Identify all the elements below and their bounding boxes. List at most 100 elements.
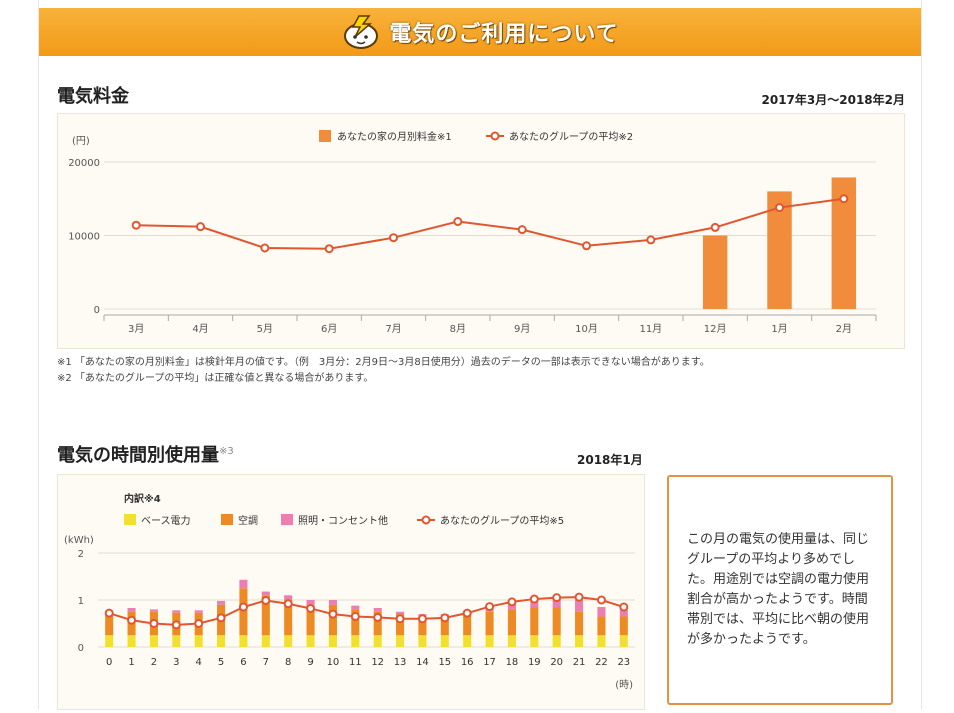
x-tick-label: 3 (173, 657, 179, 668)
x-tick-label: 3月 (128, 323, 144, 335)
legend-line-marker (421, 515, 431, 525)
monthly-bill-chart: (円) 20000 10000 0 3月 4月 5月 6月 7月 8月 9月 10月 11月 12月 1月 2… (68, 130, 877, 335)
usage-bar-segment (217, 635, 226, 647)
usage-bar-segment (440, 635, 449, 647)
group-average-point (646, 235, 656, 245)
monthly-note-1: ※1 「あなたの家の月別料金」は検針年月の値です。（例 3月分：2月9日〜3月8… (57, 357, 710, 368)
x-tick-label: 15 (438, 657, 451, 668)
group-average-point (127, 615, 137, 625)
legend-label: 照明・コンセント他 (298, 514, 388, 527)
usage-bar-segment (194, 610, 203, 613)
group-average-point (453, 217, 463, 227)
usage-bar-segment (306, 600, 315, 605)
x-tick-label: 10 (327, 657, 340, 668)
x-tick-label: 22 (595, 657, 608, 668)
y-tick-label: 2 (78, 549, 84, 560)
group-average-point (619, 602, 629, 612)
group-average-point (171, 620, 181, 630)
x-tick-label: 5 (218, 657, 224, 668)
x-tick-label: 4 (196, 657, 202, 668)
usage-bar-segment (351, 605, 360, 610)
group-average-point (596, 595, 606, 605)
usage-bar-segment (440, 616, 449, 636)
usage-bar-segment (373, 611, 382, 636)
usage-bar-segment (284, 595, 293, 600)
legend-line-label: あなたのグループの平均※2 (509, 130, 633, 143)
group-average-point (775, 203, 784, 213)
usage-bar-segment (239, 579, 248, 589)
usage-bar-segment (284, 635, 293, 647)
usage-bar-segment (575, 600, 584, 612)
group-average-point (529, 594, 539, 604)
group-average-point (582, 241, 591, 251)
group-average-point (417, 614, 427, 624)
legend-swatch (221, 514, 233, 525)
usage-bar-segment (239, 588, 248, 636)
monthly-note-2: ※2 「あなたのグループの平均」は正確な値と異なる場合があります。 (57, 373, 374, 384)
breakdown-label: 内訳※4 (124, 492, 161, 505)
usage-bar-segment (105, 614, 114, 636)
usage-bar-segment (373, 607, 382, 612)
usage-bar-segment (351, 609, 360, 636)
usage-bar-segment (328, 635, 337, 647)
usage-bar-segment (127, 635, 136, 647)
group-average-point (196, 222, 205, 232)
usage-bar-segment (328, 600, 337, 605)
usage-commentary-box: この月の電気の使用量は、同じグループの平均より多めでした。用途別では空調の電力使… (667, 475, 893, 705)
hourly-title-text: 電気の時間別使用量 (57, 445, 219, 466)
usage-bar-segment (261, 591, 270, 596)
group-average-line (136, 197, 844, 250)
hourly-period: 2018年1月 (577, 453, 643, 467)
x-tick-label: 19 (528, 657, 541, 668)
x-tick-label: 11月 (639, 323, 662, 335)
group-average-point (552, 593, 562, 603)
x-tick-label: 21 (573, 657, 586, 668)
x-tick-label: 1月 (771, 323, 787, 335)
y-tick-label: 20000 (68, 158, 100, 169)
usage-bar-segment (530, 635, 539, 647)
y-tick-label: 1 (78, 596, 84, 607)
group-average-point (373, 612, 383, 622)
group-average-point (839, 194, 849, 204)
hourly-chart-title: 電気の時間別使用量※3 (57, 441, 234, 467)
y-axis-label: (kWh) (64, 535, 94, 546)
monthly-bill-bar (702, 235, 728, 309)
group-average-line (108, 596, 625, 626)
group-average-point (517, 225, 527, 235)
group-average-point (389, 233, 398, 243)
page: 電気のご利用について 電気料金 2017年3月〜2018年2月 (円) 20000… (38, 0, 922, 710)
legend-bar-swatch (319, 130, 331, 142)
usage-bar-segment (194, 635, 203, 647)
x-tick-label: 9 (307, 657, 313, 668)
legend-label: ベース電力 (141, 514, 191, 527)
usage-bar-segment (597, 635, 606, 647)
hourly-title-footnote: ※3 (219, 446, 234, 457)
usage-bar-segment (351, 635, 360, 647)
x-tick-label: 12 (371, 657, 384, 668)
usage-bar-segment (396, 614, 405, 636)
group-average-point (194, 619, 204, 628)
group-average-point (485, 602, 495, 612)
x-tick-label: 0 (106, 657, 112, 668)
usage-bar-segment (418, 616, 427, 636)
group-average-point (350, 611, 360, 621)
x-tick-label: 20 (550, 657, 563, 668)
usage-bar-segment (284, 600, 293, 636)
usage-bar-segment (328, 604, 337, 636)
group-average-point (306, 603, 316, 613)
usage-bar-segment (172, 635, 181, 647)
usage-bar-segment (306, 635, 315, 647)
legend-label: 空調 (238, 514, 258, 527)
group-average-point (324, 244, 334, 254)
group-average-point (104, 608, 114, 618)
x-tick-label: 11 (349, 657, 362, 668)
usage-bar-segment (507, 609, 516, 636)
group-average-point (216, 613, 226, 623)
section-banner: 電気のご利用について (39, 8, 921, 56)
group-average-point (507, 597, 517, 607)
usage-bar-segment (105, 635, 114, 647)
usage-bar-segment (396, 611, 405, 615)
x-tick-label: 4月 (192, 323, 208, 335)
hourly-chart-panel: 内訳※4 (kWh) 2 1 0 0 1 2 3 4 5 6 7 8 9 10 11 12 13 14 15 16 17 18… (57, 474, 645, 710)
x-tick-label: 12月 (704, 323, 727, 335)
